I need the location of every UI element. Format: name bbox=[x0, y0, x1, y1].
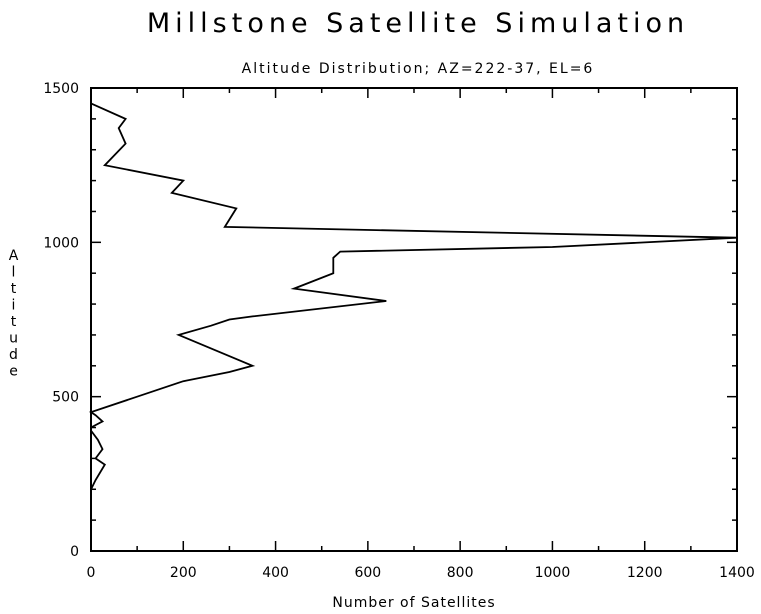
y-axis-label-letter: u bbox=[9, 331, 19, 347]
y-axis-label-letter: e bbox=[9, 364, 19, 380]
y-tick-label: 1000 bbox=[43, 235, 79, 251]
y-tick-label: 0 bbox=[70, 544, 79, 560]
y-axis-label-letter: t bbox=[11, 314, 18, 330]
x-tick-label: 800 bbox=[447, 565, 474, 581]
plot-frame bbox=[90, 87, 738, 552]
y-tick-label: 1500 bbox=[43, 81, 79, 97]
x-tick-label: 1400 bbox=[719, 565, 755, 581]
y-axis-label: Altitude bbox=[9, 248, 20, 380]
x-axis-label: Number of Satellites bbox=[332, 595, 495, 611]
x-tick-label: 1200 bbox=[627, 565, 663, 581]
y-axis-label-letter: d bbox=[9, 347, 19, 363]
x-tick-label: 1000 bbox=[535, 565, 571, 581]
axis-ticks bbox=[90, 87, 738, 552]
y-tick-label: 500 bbox=[52, 390, 79, 406]
y-axis-label-letter: t bbox=[11, 281, 18, 297]
axis-tick-labels: 0 200 400 600 800 1000 1200 1400 0 500 1000 1500 bbox=[43, 81, 754, 581]
series-line bbox=[88, 102, 738, 490]
x-tick-label: 200 bbox=[170, 565, 197, 581]
y-axis-label-letter: A bbox=[9, 248, 20, 264]
x-tick-label: 0 bbox=[87, 565, 96, 581]
y-axis-label-letter: l bbox=[12, 265, 17, 281]
x-tick-label: 600 bbox=[354, 565, 381, 581]
x-tick-label: 400 bbox=[262, 565, 289, 581]
y-axis-label-letter: i bbox=[12, 298, 17, 314]
chart-title: Millstone Satellite Simulation bbox=[147, 8, 689, 39]
chart-subtitle: Altitude Distribution; AZ=222-37, EL=6 bbox=[242, 61, 595, 77]
